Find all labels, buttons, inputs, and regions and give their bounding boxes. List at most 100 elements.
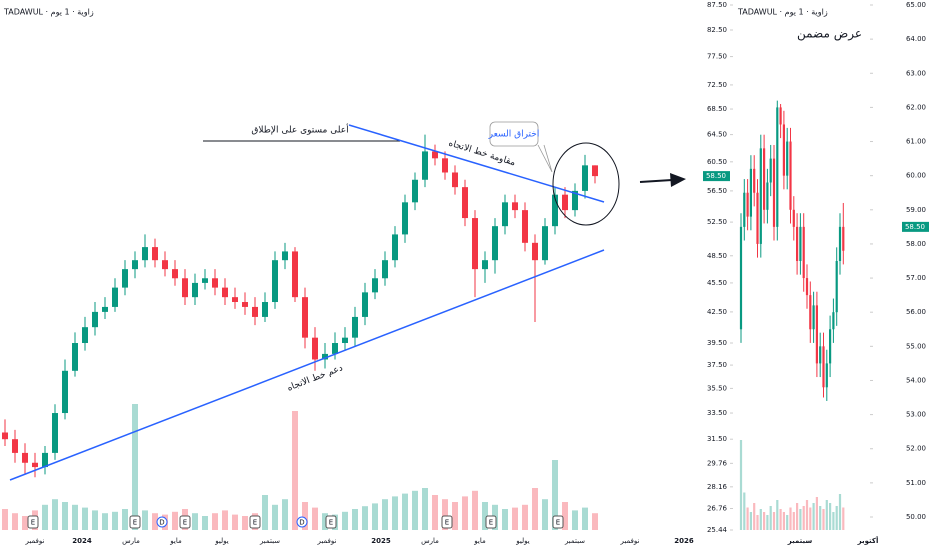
event-marker — [296, 516, 308, 528]
volume-bar — [102, 513, 108, 530]
candle-body — [512, 202, 518, 211]
event-label: E — [31, 519, 35, 527]
volume-bar — [192, 513, 198, 530]
y-tick-label: 62.00 — [906, 103, 926, 111]
volume-bar — [232, 514, 238, 530]
candle-body — [42, 452, 48, 468]
candle-body — [12, 439, 18, 453]
y-tick-label: 50.00 — [906, 513, 926, 521]
x-tick-label: سبتمبر — [787, 537, 813, 545]
event-label: D — [299, 519, 304, 527]
volume-bar — [739, 440, 743, 530]
x-tick-label: مايو — [473, 537, 486, 545]
volume-bar — [779, 509, 782, 530]
volume-bar — [819, 506, 822, 530]
header: TADAWUL · زاوية · 1 يوم — [3, 8, 94, 17]
volume-bar — [542, 499, 548, 530]
callout-pointer — [537, 144, 553, 173]
y-tick-label: 26.76 — [707, 505, 728, 513]
breakout-label: اختراق السعر — [488, 130, 540, 140]
candle-body — [492, 226, 498, 261]
event-marker — [441, 515, 453, 529]
y-tick-label: 56.50 — [707, 187, 727, 195]
volume-bar — [522, 504, 528, 530]
volume-bar — [392, 496, 398, 530]
volume-bar — [122, 509, 128, 530]
y-tick-label: 59.00 — [906, 206, 926, 214]
volume-bar — [302, 502, 308, 530]
candle-body — [92, 311, 98, 328]
volume-bar — [749, 512, 752, 530]
highlight-circle — [552, 142, 620, 226]
y-tick-label: 63.00 — [906, 69, 926, 77]
ath-label: أعلى مستوى على الإطلاق — [251, 124, 348, 136]
candle-body — [766, 182, 769, 210]
volume-bar — [532, 488, 538, 530]
candle-body — [789, 141, 792, 210]
candle-body — [192, 282, 198, 298]
candle-body — [825, 363, 828, 388]
volume-bar — [769, 506, 772, 530]
x-tick-label: 2024 — [72, 537, 92, 545]
y-tick-label: 31.50 — [707, 435, 727, 443]
volume-bar — [422, 488, 428, 530]
x-tick-label: مايو — [169, 537, 182, 545]
candle-body — [482, 260, 488, 270]
volume-bar — [142, 510, 148, 530]
volume-bar — [352, 509, 358, 530]
y-tick-label: 65.00 — [906, 1, 926, 9]
volume-bar — [382, 499, 388, 530]
event-label: E — [489, 519, 493, 527]
candle-body — [815, 305, 818, 364]
candle-body — [502, 202, 508, 227]
candle-body — [792, 209, 795, 227]
volume-bar — [756, 515, 759, 530]
volume-bar — [72, 504, 78, 530]
candle-body — [542, 226, 548, 261]
candle-body — [753, 168, 756, 193]
y-tick-label: 82.50 — [707, 26, 727, 34]
event-marker — [156, 516, 168, 528]
inset-title: عرض مضمن — [797, 27, 862, 42]
candle-body — [552, 194, 558, 227]
volume-bar — [412, 490, 418, 530]
last-price-tag — [703, 171, 730, 182]
event-label: E — [133, 519, 137, 527]
volume-bar — [322, 513, 328, 530]
candle-body — [802, 226, 805, 279]
volume-bar — [572, 510, 578, 530]
y-tick-label: 42.50 — [707, 308, 727, 316]
candle-body — [532, 242, 538, 261]
candle-body — [242, 302, 248, 307]
candle-body — [582, 165, 588, 191]
y-tick-label: 33.50 — [707, 409, 727, 417]
candle-body — [292, 251, 298, 298]
volume-bar — [832, 512, 835, 530]
volume-bar — [842, 507, 845, 530]
candle-body — [462, 187, 468, 219]
arrow-head — [670, 173, 686, 187]
volume-bar — [212, 513, 218, 530]
volume-bar — [12, 513, 18, 530]
event-marker — [485, 515, 497, 529]
volume-bar — [502, 509, 508, 530]
event-marker — [179, 515, 191, 529]
volume-bar — [22, 516, 28, 530]
event-label: E — [253, 519, 257, 527]
volume-bar — [753, 503, 756, 530]
event-marker — [325, 515, 337, 529]
y-tick-label: 25.44 — [707, 526, 728, 534]
candle-body — [232, 297, 238, 303]
volume-bar — [452, 502, 458, 530]
candle-body — [799, 226, 802, 261]
volume-bar — [312, 507, 318, 530]
volume-bar — [132, 404, 138, 530]
y-tick-label: 39.50 — [707, 339, 727, 347]
y-tick-label: 64.50 — [707, 131, 727, 139]
x-tick-label: سبتمبر — [564, 537, 585, 545]
candle-body — [835, 261, 838, 313]
volume-bar — [582, 507, 588, 530]
candle-body — [452, 172, 458, 188]
volume-bar — [152, 513, 158, 530]
